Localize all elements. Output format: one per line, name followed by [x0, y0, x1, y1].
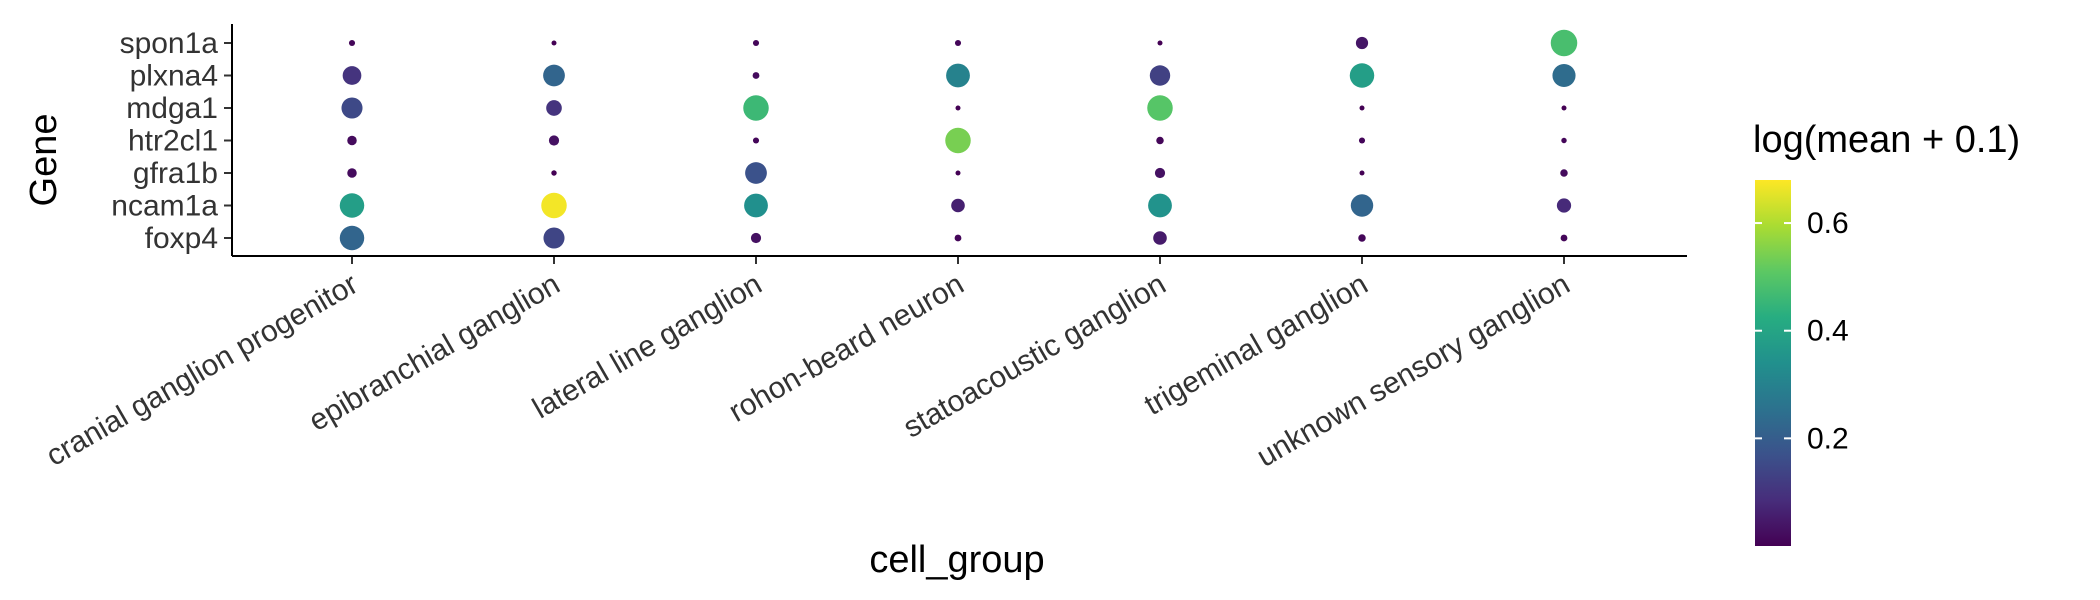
data-point	[946, 64, 970, 88]
data-point	[1356, 37, 1368, 49]
data-point	[1360, 106, 1365, 111]
data-point	[1552, 64, 1575, 87]
data-point	[955, 40, 961, 46]
data-point	[751, 233, 761, 243]
data-point	[1351, 194, 1373, 216]
data-point	[1150, 65, 1170, 85]
y-tick-label: plxna4	[130, 60, 218, 93]
data-point	[340, 193, 364, 217]
data-point	[1359, 137, 1365, 143]
x-tick-label: cranial ganglion progenitor	[41, 267, 364, 472]
data-point	[347, 168, 357, 178]
data-point	[1155, 168, 1165, 178]
y-tick-label: htr2cl1	[128, 125, 218, 158]
data-point	[1358, 234, 1365, 241]
data-point	[349, 40, 355, 46]
x-axis-title: cell_group	[869, 539, 1044, 581]
data-point	[343, 66, 362, 85]
data-point	[551, 170, 556, 175]
data-point	[1562, 106, 1567, 111]
data-point	[1158, 41, 1163, 46]
x-axis-ticks: cranial ganglion progenitorepibranchial …	[41, 256, 1576, 474]
legend-colorbar	[1755, 180, 1791, 546]
y-axis-ticks: spon1aplxna4mdga1htr2cl1gfra1bncam1afoxp…	[111, 27, 232, 255]
y-axis-title: Gene	[23, 114, 65, 207]
data-point	[1551, 30, 1578, 57]
data-point	[1148, 194, 1172, 218]
data-point	[546, 100, 562, 116]
data-point	[1360, 171, 1365, 176]
data-point	[753, 40, 759, 46]
legend-tick-label: 0.6	[1807, 207, 1849, 240]
data-point	[956, 171, 961, 176]
color-legend: log(mean + 0.1) 0.2 0.4 0.6	[1753, 119, 2020, 546]
data-point	[1147, 95, 1173, 121]
legend-tick-label: 0.2	[1807, 422, 1849, 455]
data-point	[1350, 63, 1374, 87]
data-point	[1153, 231, 1167, 245]
data-point	[753, 72, 760, 79]
data-point	[951, 199, 965, 213]
data-point	[1557, 198, 1571, 212]
y-tick-label: mdga1	[126, 92, 218, 125]
data-point	[743, 95, 769, 121]
legend-title: log(mean + 0.1)	[1753, 119, 2020, 161]
data-point	[753, 137, 759, 143]
data-point	[552, 41, 557, 46]
legend-tick-label: 0.4	[1807, 315, 1849, 348]
data-point	[341, 97, 362, 118]
y-tick-label: foxp4	[145, 222, 218, 255]
data-points	[340, 30, 1578, 250]
x-tick-label: unknown sensory ganglion	[1251, 267, 1575, 473]
data-point	[543, 227, 564, 248]
data-point	[1156, 137, 1163, 144]
data-point	[340, 226, 364, 250]
data-point	[549, 135, 559, 145]
data-point	[744, 194, 768, 218]
y-tick-label: spon1a	[120, 27, 219, 60]
y-tick-label: gfra1b	[133, 157, 218, 190]
data-point	[1560, 169, 1567, 176]
data-point	[347, 136, 357, 146]
y-tick-label: ncam1a	[111, 190, 218, 223]
data-point	[945, 128, 971, 154]
data-point	[1561, 138, 1566, 143]
data-point	[745, 162, 767, 184]
data-point	[543, 65, 565, 87]
data-point	[955, 235, 962, 242]
data-point	[541, 193, 567, 219]
data-point	[1561, 235, 1568, 242]
data-point	[956, 106, 961, 111]
